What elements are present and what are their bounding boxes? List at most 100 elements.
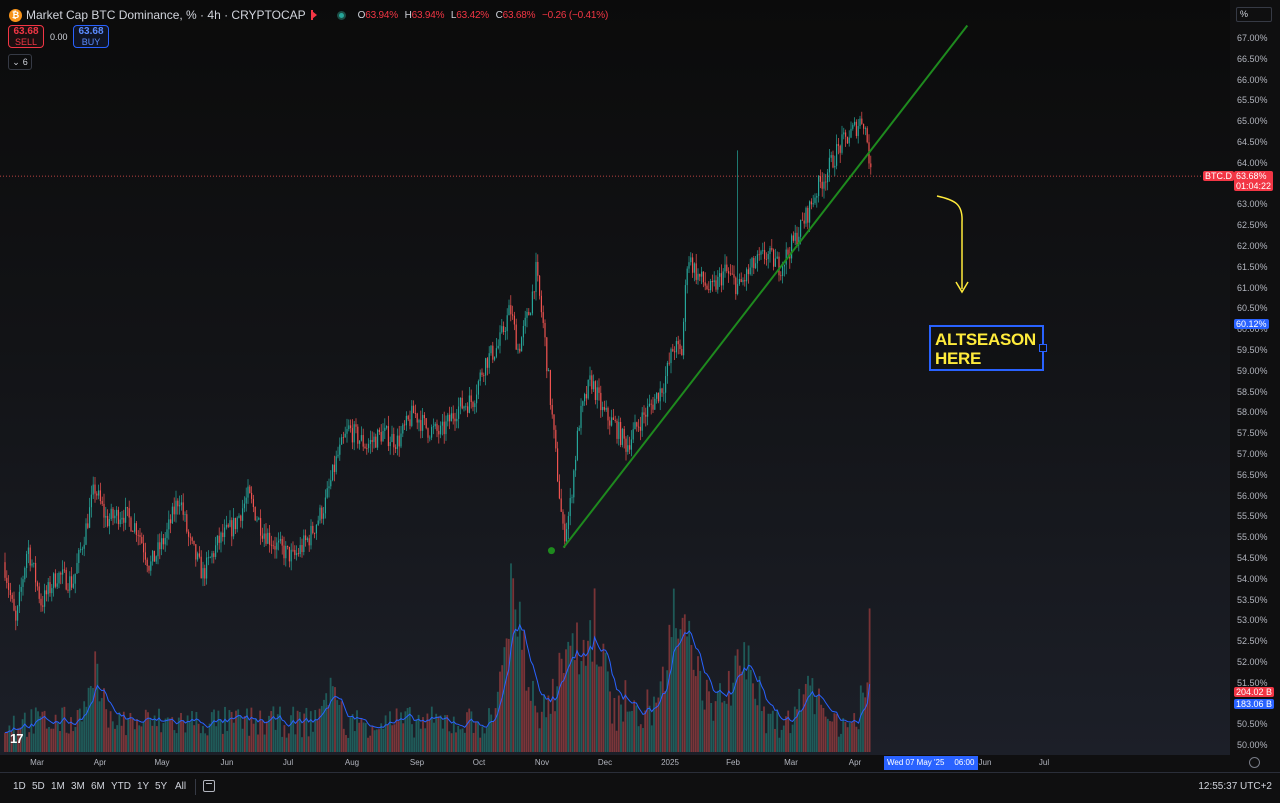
indicators-toggle[interactable]: ⌄ 6	[8, 54, 32, 70]
price-candle	[684, 279, 686, 332]
buy-button[interactable]: 63.68 BUY	[73, 25, 109, 48]
volume-bar	[714, 701, 717, 752]
price-candle	[258, 516, 260, 521]
market-status-icon[interactable]	[336, 10, 346, 20]
flag-icon[interactable]	[310, 10, 317, 20]
volume-bar	[457, 725, 460, 752]
volume-bar	[798, 688, 801, 752]
price-candle	[627, 434, 629, 455]
range-button-1m[interactable]: 1M	[51, 781, 65, 792]
chart-pane[interactable]: ₿ Market Cap BTC Dominance, % · 4h · CRY…	[0, 0, 1230, 755]
price-candle	[848, 130, 850, 147]
price-candle	[549, 369, 551, 410]
chart-canvas[interactable]	[0, 0, 1230, 755]
price-candle	[164, 532, 166, 552]
price-candle	[438, 425, 440, 444]
price-candle	[654, 394, 656, 411]
clock[interactable]: 12:55:37 UTC+2	[1198, 781, 1272, 792]
volume-bar	[303, 713, 306, 752]
price-candle	[222, 524, 224, 542]
price-candle	[355, 418, 357, 434]
price-candle	[600, 385, 602, 418]
symbol-title[interactable]: Market Cap BTC Dominance, % · 4h · CRYPT…	[26, 8, 306, 22]
price-candle	[648, 394, 650, 408]
volume-bar	[485, 727, 488, 752]
tradingview-logo[interactable]: 17	[10, 731, 24, 746]
price-candle	[767, 250, 769, 269]
price-candle	[114, 509, 116, 524]
volume-bar	[281, 736, 284, 752]
resize-handle[interactable]	[1039, 344, 1047, 352]
calendar-goto-icon[interactable]	[203, 780, 215, 792]
volume-bar	[320, 705, 323, 752]
price-candle	[369, 430, 371, 454]
volume-bar	[661, 666, 664, 752]
unit-button[interactable]: %	[1236, 7, 1272, 22]
price-candle	[850, 121, 852, 139]
range-button-1y[interactable]: 1Y	[137, 781, 150, 792]
volume-bar	[318, 708, 321, 752]
price-candle	[515, 318, 517, 350]
price-candle	[301, 538, 303, 558]
volume-bar	[186, 715, 189, 752]
range-button-6m[interactable]: 6M	[91, 781, 105, 792]
volume-bar	[573, 660, 576, 752]
time-tick-label: Apr	[93, 758, 107, 767]
support-trendline[interactable]	[562, 24, 969, 549]
price-candle	[593, 374, 595, 392]
price-candle	[843, 127, 845, 140]
volume-bar	[340, 701, 343, 752]
volume-bar	[136, 719, 138, 752]
gear-icon[interactable]	[1249, 757, 1260, 768]
volume-bar	[371, 726, 374, 752]
price-candle	[605, 400, 607, 412]
volume-bar	[688, 620, 691, 752]
price-candle	[744, 274, 746, 287]
volume-bar	[620, 704, 622, 752]
sell-button[interactable]: 63.68 SELL	[8, 25, 44, 48]
range-button-ytd[interactable]: YTD	[111, 781, 131, 792]
divider	[195, 779, 196, 795]
price-candle	[143, 534, 145, 563]
price-candle	[762, 242, 764, 255]
volume-bar	[237, 709, 240, 752]
price-candle	[92, 476, 94, 499]
volume-bar	[48, 727, 50, 752]
volume-bar	[686, 636, 688, 752]
price-candle	[702, 271, 704, 288]
price-candle	[497, 339, 499, 350]
price-candle	[618, 415, 620, 446]
price-candle	[371, 431, 373, 453]
range-button-5d[interactable]: 5D	[32, 781, 45, 792]
volume-bar	[481, 726, 484, 752]
volume-bar	[83, 701, 86, 752]
price-candle	[8, 575, 10, 598]
volume-bar	[45, 728, 48, 752]
volume-bar	[488, 708, 490, 752]
price-candle	[836, 134, 838, 170]
volume-bar	[635, 705, 638, 752]
price-candle	[740, 272, 742, 283]
price-candle	[459, 397, 461, 415]
volume-bar	[285, 737, 288, 752]
price-candle	[351, 419, 353, 450]
price-candle	[472, 400, 474, 412]
range-button-5y[interactable]: 5Y	[155, 781, 168, 792]
altseason-annotation[interactable]: ALTSEASON HERE	[929, 325, 1047, 371]
price-tick-label: 55.00%	[1237, 532, 1268, 543]
time-axis[interactable]: Wed 07 May '25 06:00 Mar Apr May Jun Jul Aug Se…	[0, 755, 1230, 772]
price-candle	[13, 591, 15, 612]
range-button-1d[interactable]: 1D	[13, 781, 26, 792]
price-candle	[110, 503, 112, 521]
price-candle	[573, 469, 575, 504]
volume-bar	[241, 728, 244, 752]
range-button-3m[interactable]: 3M	[71, 781, 85, 792]
range-button-all[interactable]: All	[175, 781, 187, 792]
price-axis[interactable]: 67.00% 66.50% 66.00% 65.50% 65.00% 64.50% 64.0…	[1230, 0, 1280, 755]
price-tick-label: 65.00%	[1237, 116, 1268, 127]
volume-bar	[736, 649, 739, 752]
volume-bar	[182, 720, 185, 752]
price-candle	[717, 270, 719, 294]
volume-bar	[536, 712, 539, 752]
price-candle	[341, 434, 343, 445]
